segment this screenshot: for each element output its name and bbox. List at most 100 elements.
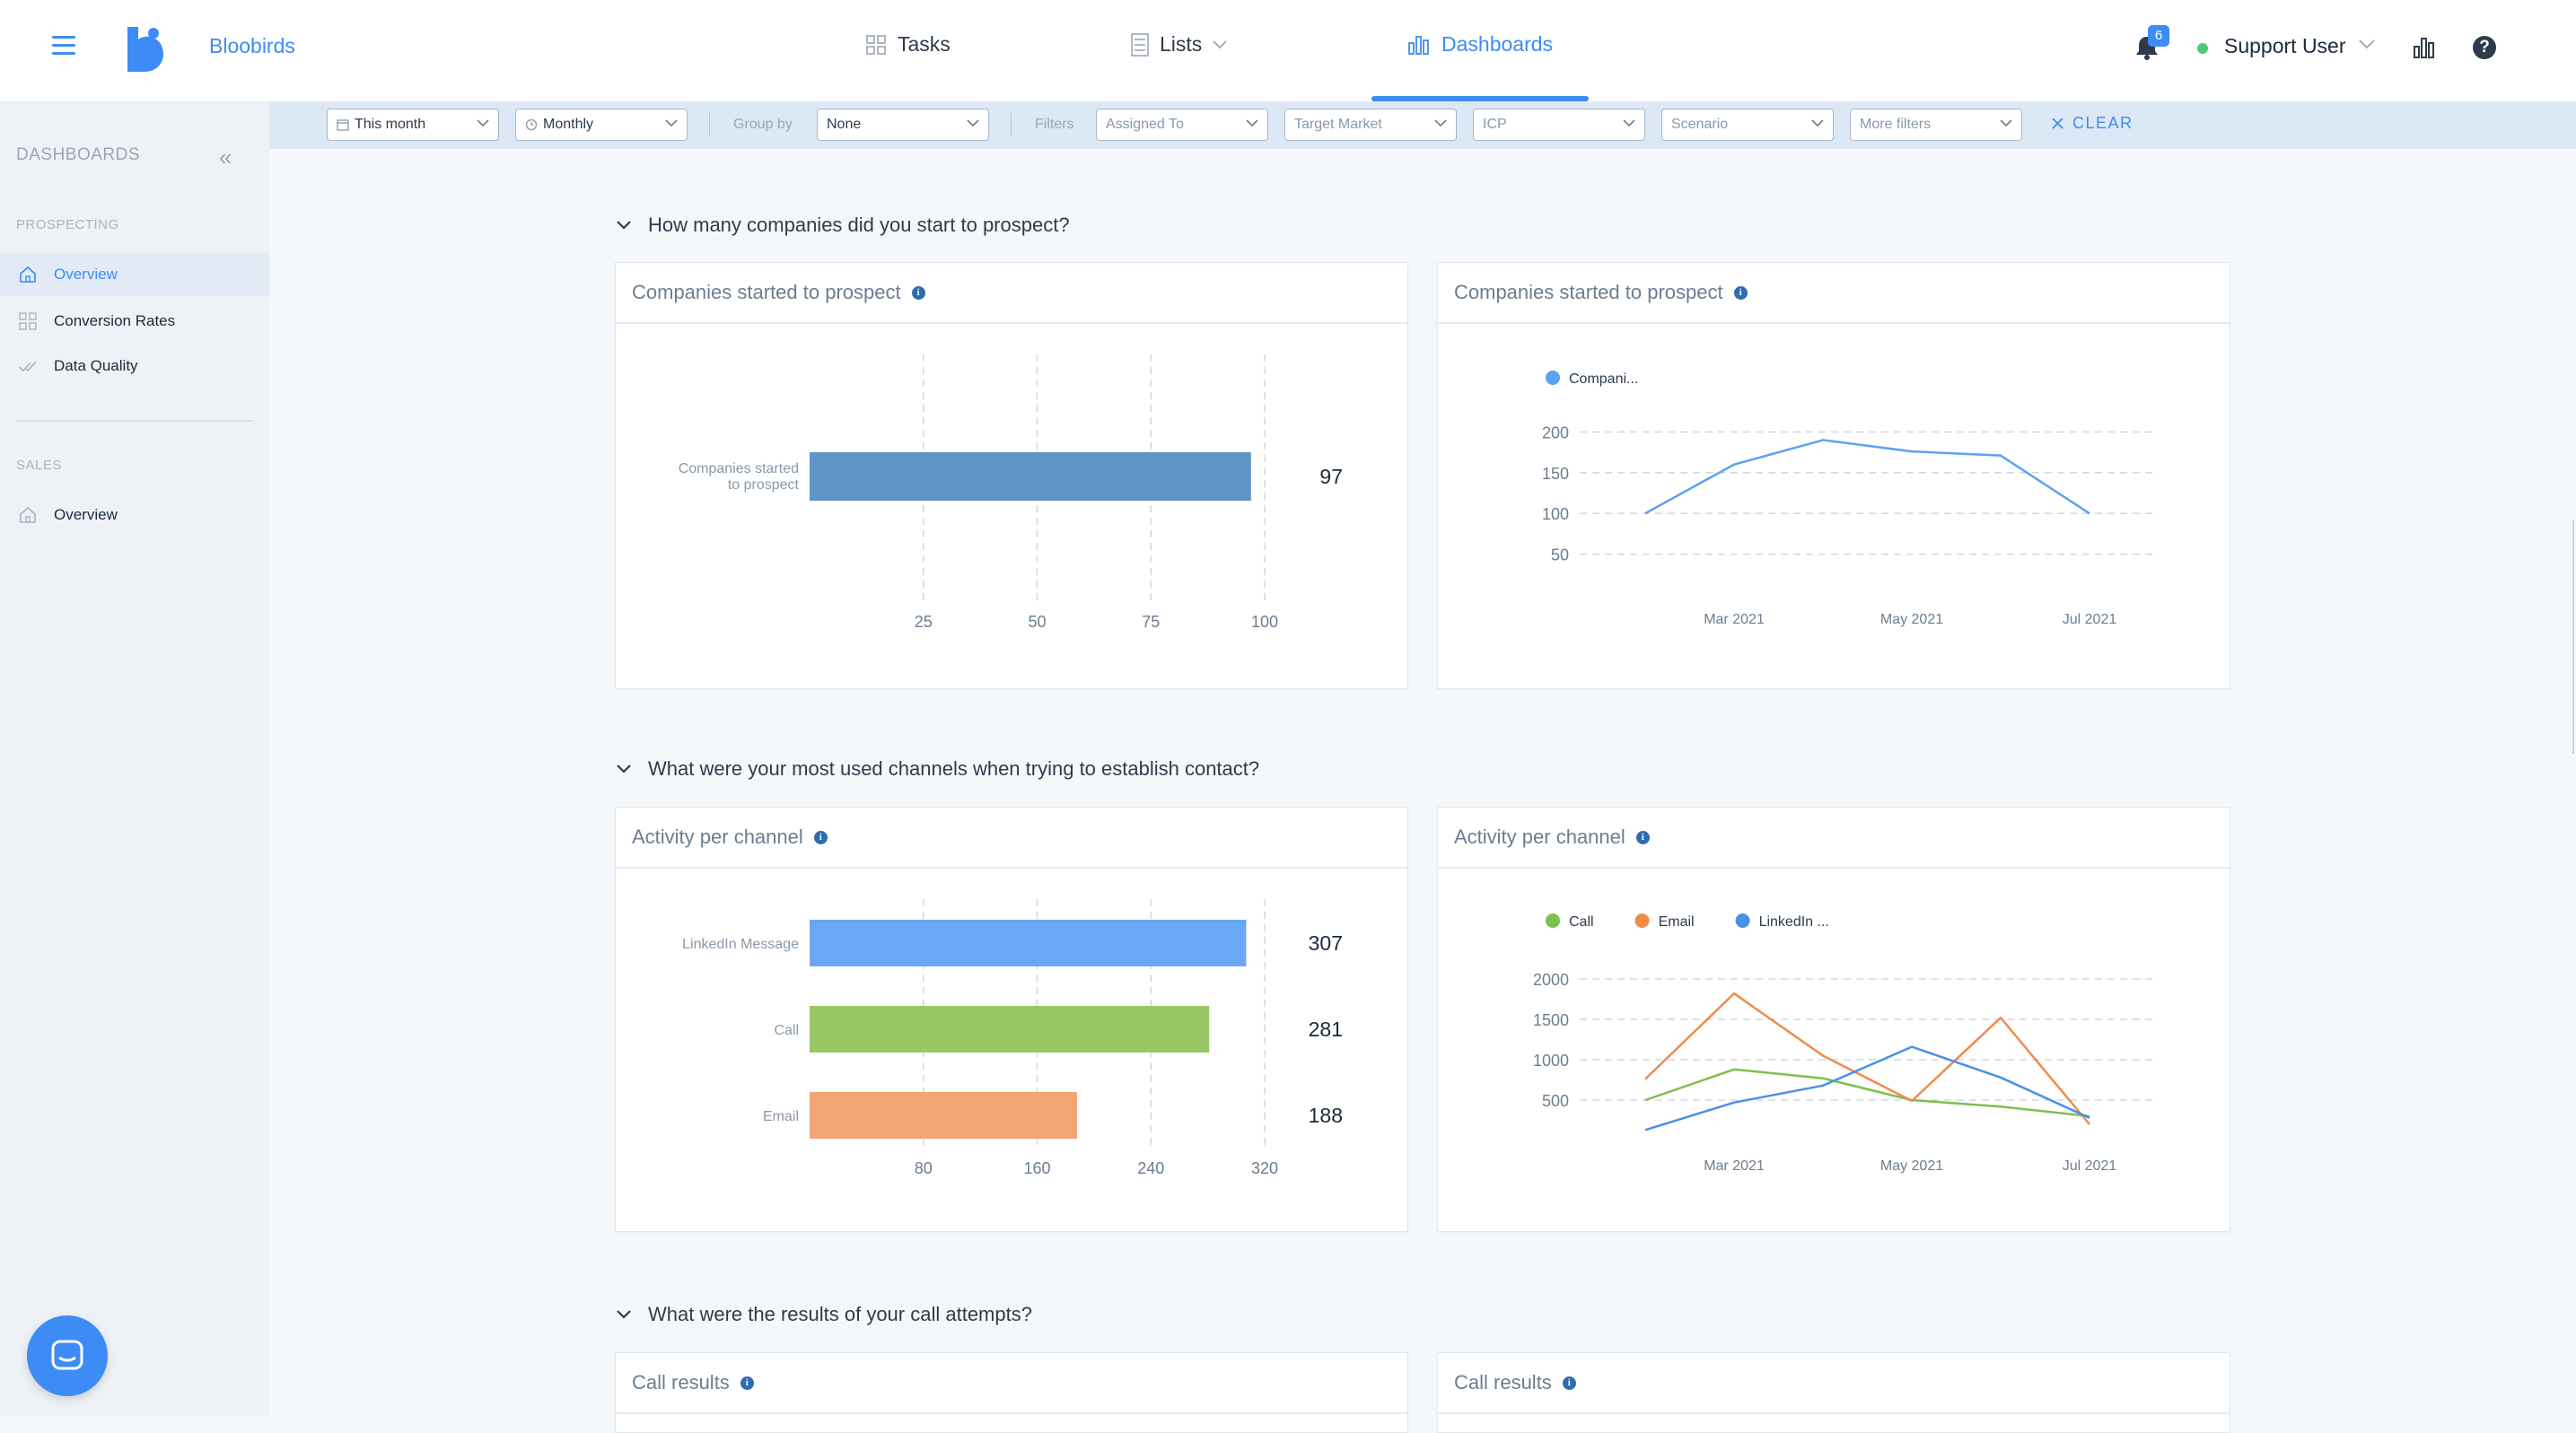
sidebar-item-conversion-rates[interactable]: Conversion Rates (0, 300, 269, 343)
grid-icon (866, 34, 886, 55)
collapse-sidebar-icon[interactable]: « (219, 144, 232, 170)
group-by-select[interactable]: None (817, 109, 989, 141)
sidebar-item-label: Conversion Rates (54, 312, 176, 329)
chart-card-activity-bar: Activity per channel i 80 160 240 320 Linked… (615, 807, 1408, 1232)
chevron-down-icon (1246, 119, 1258, 127)
bar-chart-icon[interactable] (2413, 36, 2436, 59)
card-header: Call results i (1438, 1353, 2230, 1414)
info-icon[interactable]: i (1635, 830, 1650, 844)
list-icon (1131, 32, 1149, 57)
category-label: Email (763, 1109, 799, 1124)
icp-placeholder: ICP (1483, 117, 1507, 132)
granularity-value: Monthly (543, 117, 594, 132)
info-icon[interactable]: i (813, 830, 828, 844)
sidebar-item-label: Data Quality (54, 357, 138, 374)
card-title: Call results (632, 1371, 730, 1394)
info-icon[interactable]: i (740, 1376, 754, 1390)
nav-dashboards-label: Dashboards (1441, 32, 1554, 56)
x-tick-label: 25 (915, 613, 933, 631)
date-range-select[interactable]: This month (327, 109, 499, 141)
nav-tasks[interactable]: Tasks (865, 32, 951, 57)
scenario-select[interactable]: Scenario (1661, 109, 1834, 141)
assigned-to-placeholder: Assigned To (1106, 117, 1184, 132)
bar (810, 1006, 1210, 1053)
section-question: What were your most used channels when t… (648, 757, 1260, 780)
nav-tasks-label: Tasks (898, 32, 951, 56)
help-icon[interactable]: ? (2473, 36, 2496, 59)
chevron-down-icon (1811, 119, 1824, 127)
info-icon[interactable]: i (1733, 285, 1748, 300)
bar-chart-icon (1408, 35, 1429, 55)
x-tick-label: Jul 2021 (2063, 612, 2117, 627)
series-line (1644, 439, 2090, 515)
chevron-down-icon (2000, 119, 2012, 127)
brand-name[interactable]: Bloobirds (209, 34, 295, 57)
card-title: Call results (1454, 1371, 1552, 1394)
section-header-companies[interactable]: How many companies did you start to pros… (616, 214, 1070, 237)
date-range-value: This month (355, 117, 426, 132)
chevron-down-icon[interactable] (2359, 39, 2375, 50)
sidebar-item-sales-overview[interactable]: Overview (0, 494, 269, 537)
sidebar-item-data-quality[interactable]: Data Quality (0, 345, 269, 388)
x-tick-label: Jul 2021 (2063, 1158, 2117, 1174)
x-tick-label: 320 (1251, 1159, 1278, 1177)
home-icon (18, 265, 38, 284)
chevron-down-icon (617, 1310, 631, 1319)
more-filters-select[interactable]: More filters (1850, 109, 2022, 141)
nav-dashboards[interactable]: Dashboards (1407, 32, 1553, 57)
chart-card-call-results-left: Call results i (615, 1352, 1408, 1433)
target-market-placeholder: Target Market (1294, 117, 1382, 132)
chevron-down-icon (617, 765, 631, 773)
chart-card-companies-bar: Companies started to prospect i 25 50 75 10… (615, 262, 1408, 689)
section-header-call-results[interactable]: What were the results of your call attem… (616, 1303, 1032, 1326)
card-title: Companies started to prospect (632, 281, 901, 303)
chat-icon (51, 1340, 83, 1370)
group-by-label: Group by (733, 117, 793, 132)
bloobirds-logo[interactable] (124, 25, 165, 72)
section-question: How many companies did you start to pros… (648, 214, 1070, 236)
icp-select[interactable]: ICP (1473, 109, 1645, 141)
chevron-down-icon (665, 119, 678, 127)
close-icon (2052, 118, 2063, 129)
scenario-placeholder: Scenario (1671, 117, 1729, 132)
section-header-channels[interactable]: What were your most used channels when t… (616, 757, 1259, 781)
value-label: 188 (1309, 1104, 1343, 1127)
series-line (1644, 992, 2090, 1125)
info-icon[interactable]: i (911, 285, 925, 300)
x-tick-label: 100 (1251, 613, 1278, 631)
x-tick-label: 160 (1023, 1159, 1050, 1177)
category-label: Companies started to prospect (679, 461, 800, 493)
granularity-select[interactable]: Monthly (515, 109, 688, 141)
sidebar-section-prospecting: PROSPECTING (16, 217, 119, 232)
series-line (1644, 1045, 2090, 1132)
companies-bar-chart: 25 50 75 100 Companies started to prospect 97 (679, 354, 1343, 631)
activity-line-chart: 500 1000 1500 2000 Mar 2021 May 2021 Jul 2021 C… (1533, 913, 2156, 1174)
card-header: Call results i (616, 1353, 1407, 1414)
clock-icon (525, 118, 538, 131)
chat-support-button[interactable] (27, 1315, 108, 1396)
info-icon[interactable]: i (1562, 1376, 1576, 1390)
activity-bar-chart: 80 160 240 320 LinkedIn Message 307 Call 281 Ema… (682, 899, 1343, 1177)
chevron-down-icon (617, 221, 631, 230)
y-tick-label: 50 (1551, 546, 1569, 564)
legend-marker (1546, 913, 1560, 928)
target-market-select[interactable]: Target Market (1284, 109, 1457, 141)
x-tick-label: May 2021 (1880, 612, 1943, 627)
x-tick-label: May 2021 (1880, 1158, 1943, 1174)
x-tick-label: 75 (1142, 613, 1160, 631)
sidebar-item-prospecting-overview[interactable]: Overview (0, 253, 269, 296)
sidebar: DASHBOARDS « PROSPECTING Overview Conver… (0, 102, 269, 1416)
clear-filters-button[interactable]: CLEAR (2052, 114, 2134, 133)
card-title: Activity per channel (632, 826, 803, 848)
scrollbar[interactable] (2572, 520, 2574, 754)
assigned-to-select[interactable]: Assigned To (1096, 109, 1268, 141)
x-tick-label: 80 (915, 1159, 933, 1177)
user-menu[interactable]: Support User (2224, 34, 2346, 57)
nav-lists[interactable]: Lists (1131, 32, 1227, 57)
grid-icon (18, 311, 38, 331)
y-tick-label: 150 (1542, 465, 1569, 483)
hamburger-menu-icon[interactable] (52, 36, 75, 56)
y-tick-label: 100 (1542, 505, 1569, 523)
more-filters-placeholder: More filters (1860, 117, 1932, 132)
card-title: Companies started to prospect (1454, 281, 1723, 303)
